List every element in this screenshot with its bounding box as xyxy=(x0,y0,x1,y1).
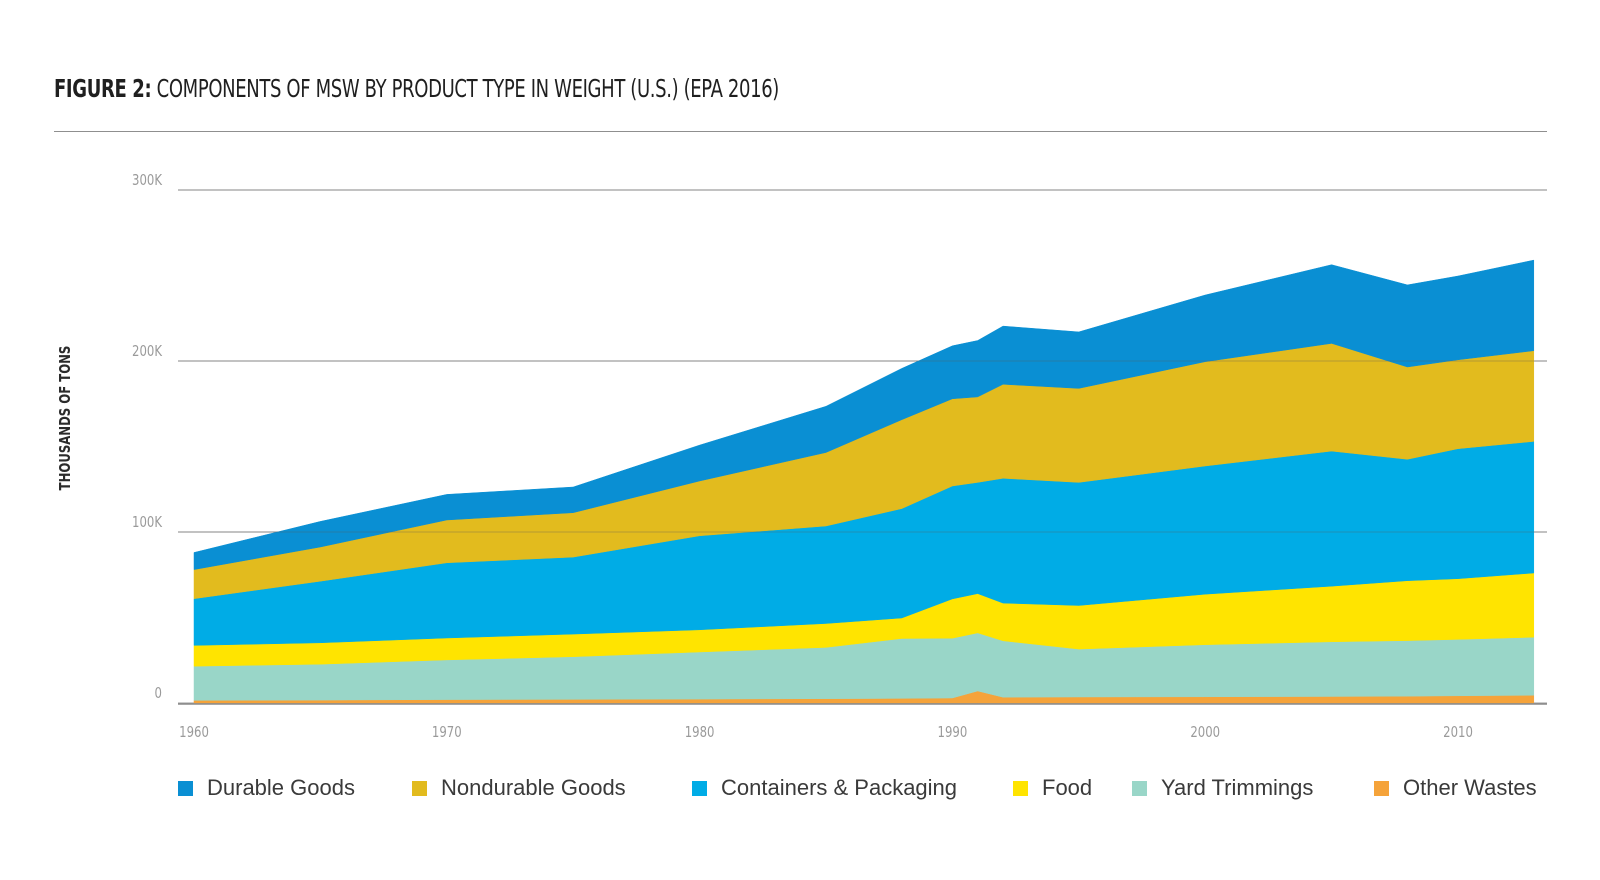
area-durable-goods xyxy=(193,259,1535,570)
y-tick-label: 100K xyxy=(132,515,163,532)
chart-title-text: COMPONENTS OF MSW BY PRODUCT TYPE IN WEI… xyxy=(151,74,780,103)
x-tick-label: 2010 xyxy=(1443,725,1473,742)
x-tick-label: 1960 xyxy=(179,725,209,742)
area-series xyxy=(193,259,1535,704)
legend-swatch xyxy=(1132,780,1147,796)
legend-item-food: Food xyxy=(1013,775,1092,801)
legend-label: Nondurable Goods xyxy=(441,775,626,800)
y-axis-label: THOUSANDS OF TONS xyxy=(58,346,75,491)
x-tick-label: 1980 xyxy=(685,725,715,742)
y-tick-label: 300K xyxy=(132,173,163,190)
x-tick-label: 1990 xyxy=(938,725,968,742)
y-axis-ticks: 0 100K 200K 300K xyxy=(132,173,163,703)
legend-item-durable-goods: Durable Goods xyxy=(178,775,355,801)
y-tick-label: 0 xyxy=(155,686,162,703)
stacked-area-chart: 0 100K 200K 300K 1960 1970 1980 1990 2000 2010 T… xyxy=(58,173,1547,742)
legend-label: Containers & Packaging xyxy=(721,775,958,800)
legend-swatch xyxy=(692,780,707,796)
chart-title-figure-number: FIGURE 2: xyxy=(54,74,152,103)
x-tick-label: 2000 xyxy=(1190,725,1220,742)
title-divider xyxy=(54,131,1547,132)
legend-item-containers-packaging: Containers & Packaging xyxy=(692,775,957,801)
legend-label: Food xyxy=(1042,775,1093,800)
legend-item-nondurable-goods: Nondurable Goods xyxy=(412,775,626,801)
legend-label: Durable Goods xyxy=(207,775,355,800)
legend-swatch xyxy=(412,780,427,796)
legend-swatch xyxy=(1013,780,1028,796)
x-tick-label: 1970 xyxy=(432,725,462,742)
legend-item-yard-trimmings: Yard Trimmings xyxy=(1132,775,1313,801)
legend-label: Other Wastes xyxy=(1403,775,1537,800)
y-tick-label: 200K xyxy=(132,344,163,361)
legend-swatch xyxy=(1374,780,1389,796)
legend-swatch xyxy=(178,780,193,796)
x-axis-ticks: 1960 1970 1980 1990 2000 2010 xyxy=(179,725,1473,742)
grid-lines-overlay xyxy=(178,189,1547,705)
legend-item-other-wastes: Other Wastes xyxy=(1374,775,1537,801)
chart-title: FIGURE 2: COMPONENTS OF MSW BY PRODUCT T… xyxy=(54,74,779,103)
legend-label: Yard Trimmings xyxy=(1161,775,1314,800)
